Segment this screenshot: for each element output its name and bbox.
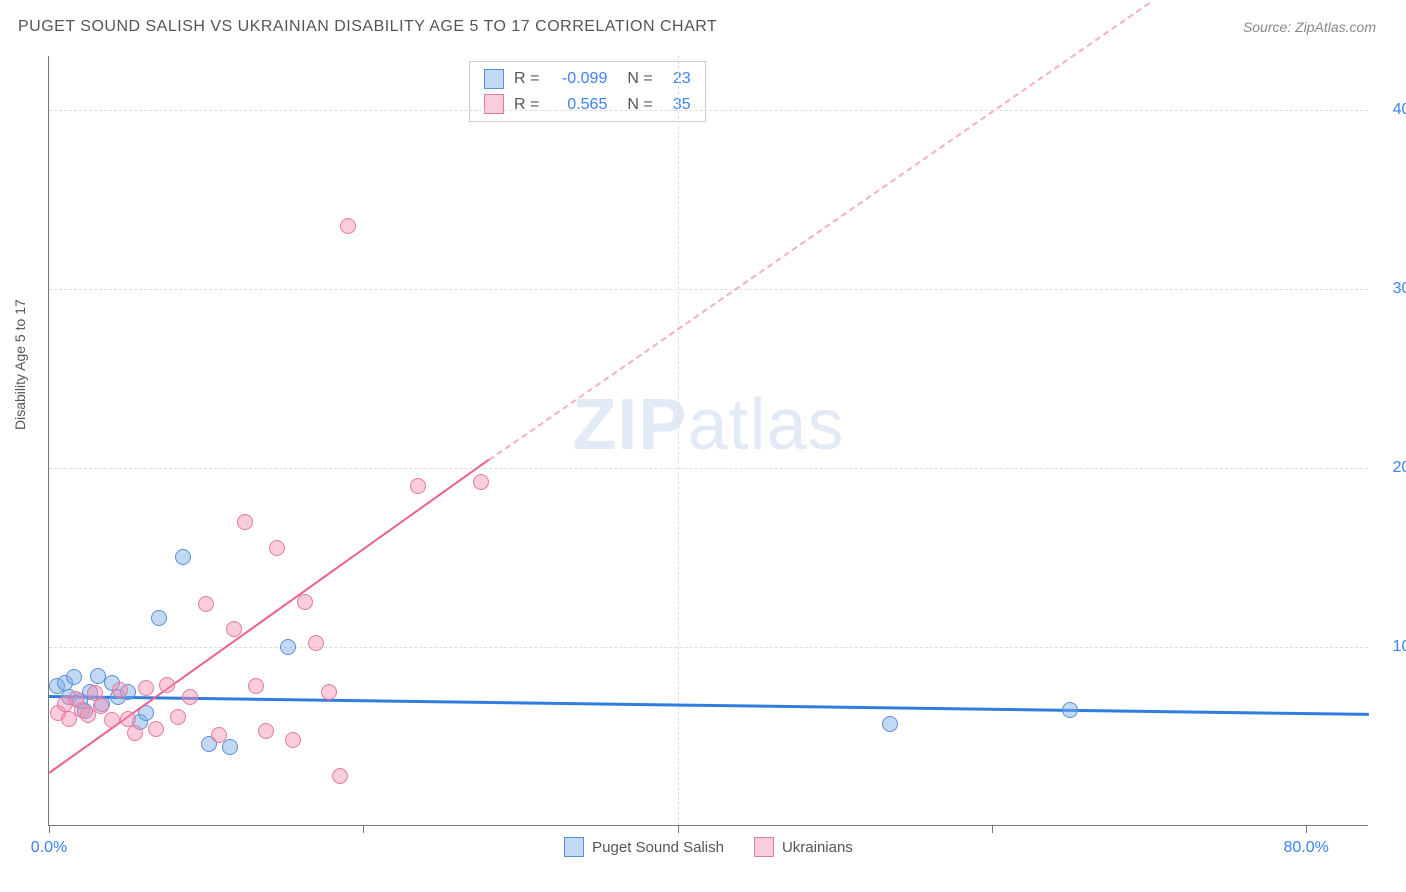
data-point <box>148 721 164 737</box>
data-point <box>93 698 109 714</box>
gridline-h <box>49 110 1368 111</box>
data-point <box>297 594 313 610</box>
data-point <box>211 727 227 743</box>
data-point <box>269 540 285 556</box>
r-value: -0.099 <box>549 66 607 92</box>
source-label: Source: ZipAtlas.com <box>1243 19 1376 35</box>
x-tick <box>49 825 50 833</box>
data-point <box>321 684 337 700</box>
legend-row: R =0.565N =35 <box>484 92 691 118</box>
legend-row: R =-0.099N =23 <box>484 66 691 92</box>
gridline-h <box>49 647 1368 648</box>
y-axis-title: Disability Age 5 to 17 <box>12 299 28 430</box>
data-point <box>473 474 489 490</box>
data-point <box>258 723 274 739</box>
x-tick <box>678 825 679 833</box>
data-point <box>138 680 154 696</box>
n-label: N = <box>627 92 652 118</box>
data-point <box>104 712 120 728</box>
data-point <box>112 682 128 698</box>
legend-item: Puget Sound Salish <box>564 837 724 857</box>
data-point <box>198 596 214 612</box>
data-point <box>237 514 253 530</box>
x-tick <box>363 825 364 833</box>
scatter-chart: ZIPatlas R =-0.099N =23R =0.565N =35 Pug… <box>48 56 1368 826</box>
x-tick-label: 80.0% <box>1283 839 1328 857</box>
data-point <box>332 768 348 784</box>
legend-item: Ukrainians <box>754 837 853 857</box>
legend-swatch <box>564 837 584 857</box>
data-point <box>127 725 143 741</box>
correlation-legend: R =-0.099N =23R =0.565N =35 <box>469 61 706 122</box>
y-tick-label: 40.0% <box>1393 101 1406 119</box>
r-value: 0.565 <box>549 92 607 118</box>
data-point <box>226 621 242 637</box>
data-point <box>308 635 324 651</box>
x-tick-label: 0.0% <box>31 839 67 857</box>
legend-label: Ukrainians <box>782 839 853 856</box>
r-label: R = <box>514 66 539 92</box>
data-point <box>410 478 426 494</box>
legend-swatch <box>754 837 774 857</box>
data-point <box>340 218 356 234</box>
n-label: N = <box>627 66 652 92</box>
r-label: R = <box>514 92 539 118</box>
y-tick-label: 30.0% <box>1393 280 1406 298</box>
chart-title: PUGET SOUND SALISH VS UKRAINIAN DISABILI… <box>18 18 717 36</box>
data-point <box>222 739 238 755</box>
data-point <box>1062 702 1078 718</box>
x-tick <box>992 825 993 833</box>
data-point <box>170 709 186 725</box>
data-point <box>182 689 198 705</box>
header: PUGET SOUND SALISH VS UKRAINIAN DISABILI… <box>0 0 1406 46</box>
data-point <box>175 549 191 565</box>
data-point <box>151 610 167 626</box>
data-point <box>285 732 301 748</box>
data-point <box>248 678 264 694</box>
legend-swatch <box>484 69 504 89</box>
trend-line <box>49 695 1369 716</box>
gridline-v <box>678 56 679 825</box>
y-tick-label: 20.0% <box>1393 459 1406 477</box>
watermark: ZIPatlas <box>572 384 844 466</box>
data-point <box>66 669 82 685</box>
y-tick-label: 10.0% <box>1393 638 1406 656</box>
x-tick <box>1306 825 1307 833</box>
data-point <box>882 716 898 732</box>
data-point <box>159 677 175 693</box>
legend-label: Puget Sound Salish <box>592 839 724 856</box>
gridline-h <box>49 468 1368 469</box>
series-legend: Puget Sound Salish Ukrainians <box>49 837 1368 857</box>
legend-swatch <box>484 94 504 114</box>
gridline-h <box>49 289 1368 290</box>
data-point <box>280 639 296 655</box>
